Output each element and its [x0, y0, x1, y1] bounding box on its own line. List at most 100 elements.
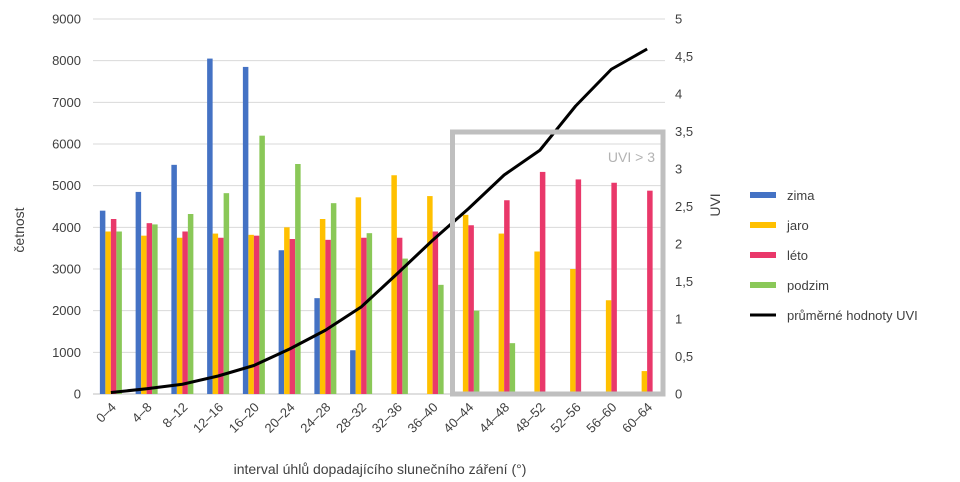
x-tick-label: 0–4 [93, 400, 119, 426]
uvi-annotation-box [450, 129, 666, 397]
y2-tick-label: 2,5 [675, 199, 693, 214]
bar-léto [361, 237, 367, 394]
x-tick-label: 8–12 [159, 400, 190, 431]
bar-jaro [355, 197, 362, 394]
bar-léto [110, 219, 117, 394]
y2-tick-label: 3 [675, 162, 682, 177]
y-tick-label: 4000 [52, 220, 81, 235]
y2-tick-label: 0 [675, 387, 682, 402]
bar-jaro [248, 234, 254, 394]
bars [99, 58, 653, 395]
bar-jaro [641, 371, 648, 394]
y-tick-label: 7000 [52, 95, 81, 110]
bar-zima [99, 210, 106, 394]
bar-podzim [295, 164, 301, 394]
bar-léto [182, 231, 188, 394]
bar-léto [539, 171, 546, 394]
bar-jaro [212, 233, 219, 394]
bar-léto [611, 182, 617, 394]
bar-podzim [402, 258, 408, 394]
y-tick-label: 5000 [52, 178, 81, 193]
bar-jaro [391, 175, 397, 394]
bar-léto [647, 190, 653, 394]
legend-swatch-jaro [750, 222, 776, 228]
bar-zima [278, 250, 285, 394]
y-tick-label: 3000 [52, 262, 81, 277]
x-tick-label: 32–36 [369, 400, 405, 436]
bar-podzim [509, 343, 516, 394]
bar-léto [218, 237, 224, 394]
y2-tick-label: 2 [675, 237, 682, 252]
x-tick-label: 16–20 [226, 400, 262, 436]
y2-tick-label: 1 [675, 312, 682, 327]
bar-léto [504, 200, 510, 394]
bar-léto [289, 239, 296, 394]
bar-léto [468, 225, 474, 394]
bar-zima [314, 298, 320, 394]
y2-tick-label: 5 [675, 12, 682, 27]
bar-podzim [366, 233, 373, 394]
bar-podzim [438, 284, 444, 394]
bar-léto [146, 223, 153, 394]
y2-tick-label: 0,5 [675, 349, 693, 364]
legend: zima jaro léto podzim průměrné hodnoty UVI [750, 188, 918, 323]
bar-jaro [141, 235, 147, 394]
x-tick-label: 36–40 [405, 400, 441, 436]
x-tick-label: 56–60 [583, 400, 619, 436]
legend-swatch-léto [750, 252, 776, 258]
y-tick-label: 6000 [52, 137, 81, 152]
legend-label-zima: zima [787, 188, 815, 203]
bar-podzim [473, 310, 480, 394]
uvi-line-path [110, 47, 648, 394]
bar-zima [350, 350, 356, 394]
bar-podzim [259, 135, 265, 394]
bar-jaro [498, 233, 505, 394]
bar-léto [432, 231, 439, 394]
y2-axis-title: UVI [707, 193, 723, 216]
x-tick-label: 4–8 [129, 400, 155, 426]
bar-podzim [223, 193, 230, 394]
bar-zima [135, 191, 142, 394]
bar-zima [207, 58, 213, 394]
bar-jaro [570, 269, 576, 394]
legend-swatch-podzim [750, 282, 776, 288]
bar-jaro [176, 237, 183, 394]
x-tick-label: 40–44 [440, 400, 476, 436]
x-axis-title: interval úhlů dopadajícího slunečního zá… [234, 461, 527, 477]
legend-swatch-zima [750, 192, 776, 198]
y2-tick-label: 4,5 [675, 49, 693, 64]
bar-léto [575, 179, 582, 394]
y-axis-title: četnost [11, 207, 27, 252]
bar-jaro [284, 227, 290, 394]
bar-zima [242, 66, 249, 395]
y-tick-label: 1000 [52, 345, 81, 360]
legend-label-podzim: podzim [787, 278, 829, 293]
legend-label-uvi: průměrné hodnoty UVI [787, 308, 918, 323]
y2-tick-label: 1,5 [675, 274, 693, 289]
x-tick-label: 28–32 [333, 400, 369, 436]
bar-léto [325, 239, 331, 394]
bar-podzim [116, 231, 122, 394]
x-axis-ticks: 0–4 4–8 8–12 12–16 16–20 20–24 24–28 28–32 32–36… [93, 400, 655, 436]
y-tick-label: 8000 [52, 53, 81, 68]
y2-tick-label: 4 [675, 87, 682, 102]
x-tick-label: 60–64 [619, 400, 655, 436]
y2-tick-label: 3,5 [675, 124, 693, 139]
bar-léto [253, 235, 260, 394]
legend-label-jaro: jaro [786, 218, 809, 233]
y-tick-label: 0 [74, 387, 81, 402]
bar-jaro [462, 214, 469, 394]
x-tick-label: 52–56 [548, 400, 584, 436]
uvi-annotation-label: UVI > 3 [608, 149, 655, 165]
x-tick-label: 20–24 [262, 400, 298, 436]
y2-axis-ticks: 0 0,5 1 1,5 2 2,5 3 3,5 4 4,5 5 [675, 12, 693, 402]
x-tick-label: 24–28 [297, 400, 333, 436]
x-tick-label: 44–48 [476, 400, 512, 436]
x-tick-label: 12–16 [190, 400, 226, 436]
bar-jaro [534, 251, 540, 394]
bar-jaro [427, 196, 433, 394]
legend-label-léto: léto [787, 248, 808, 263]
bar-jaro [319, 219, 326, 394]
y-tick-label: 9000 [52, 12, 81, 27]
